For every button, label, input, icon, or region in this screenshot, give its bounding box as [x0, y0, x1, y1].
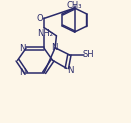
Text: SH: SH: [82, 50, 94, 59]
Text: N: N: [19, 44, 25, 53]
Text: CH₃: CH₃: [67, 1, 82, 10]
Text: NH₂: NH₂: [37, 29, 53, 38]
Text: O: O: [37, 14, 43, 23]
Text: N: N: [67, 66, 73, 75]
Text: N: N: [51, 43, 58, 52]
Text: N: N: [19, 68, 25, 77]
